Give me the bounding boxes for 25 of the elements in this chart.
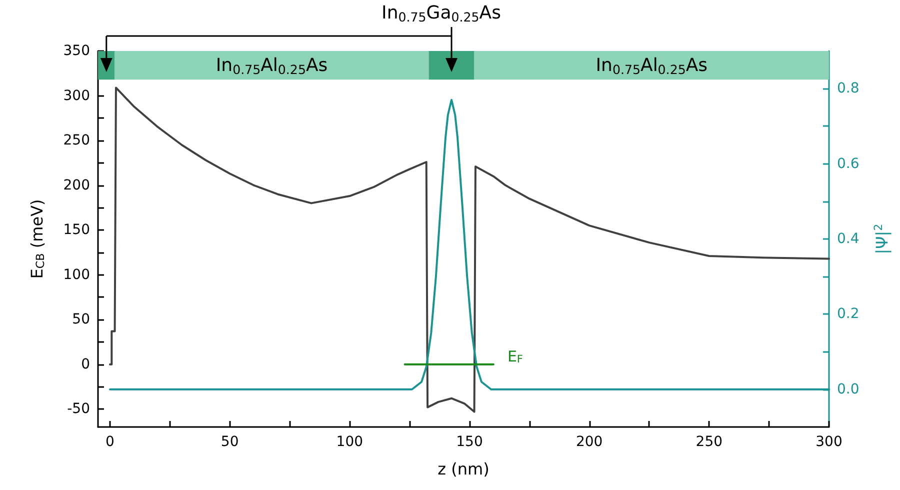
y-tick-label: 250: [63, 132, 90, 149]
y2-axis-title: |Ψ|2: [872, 224, 892, 254]
y-tick-label: 50: [72, 312, 90, 328]
y2-tick-label: 0.2: [837, 306, 860, 322]
series-label: EF: [507, 347, 523, 366]
x-tick-label: 50: [220, 434, 239, 450]
x-axis-title: z (nm): [438, 460, 490, 478]
y2-tick-label: 0.0: [837, 381, 860, 398]
x-tick-label: 200: [576, 434, 603, 450]
y-axis-title: ECB (meV): [27, 199, 47, 279]
x-tick-label: 100: [336, 434, 364, 450]
y-tick-label: 350: [63, 43, 90, 59]
y-tick-label: -50: [67, 401, 90, 418]
y2-tick-label: 0.4: [837, 231, 860, 247]
y-tick-label: 100: [63, 266, 90, 283]
y-tick-label: 200: [63, 177, 90, 194]
y-tick-label: 0: [81, 356, 90, 372]
x-tick-label: 250: [696, 434, 723, 450]
y-tick-label: 150: [63, 222, 90, 238]
y-tick-label: 300: [63, 88, 90, 104]
x-tick-label: 0: [106, 434, 114, 450]
x-tick-label: 300: [816, 434, 842, 450]
x-tick-label: 150: [456, 434, 483, 450]
y2-tick-label: 0.8: [837, 80, 860, 97]
y2-tick-label: 0.6: [837, 156, 860, 172]
